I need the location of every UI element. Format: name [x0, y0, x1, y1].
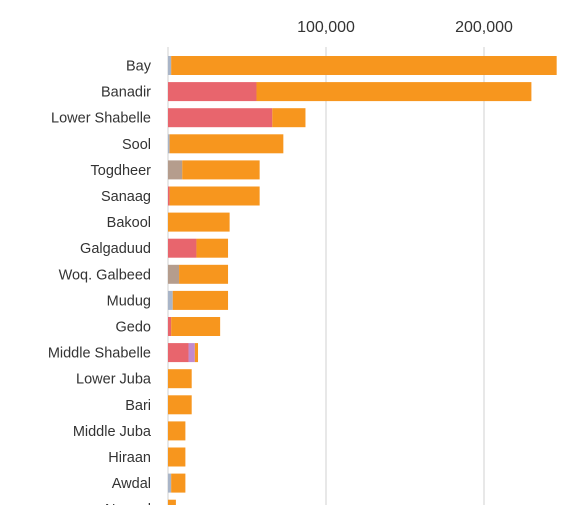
category-label: Middle Juba: [73, 424, 152, 440]
bar-segment: [168, 290, 173, 310]
bar-segment: [168, 421, 186, 441]
bar-segment: [168, 56, 172, 75]
category-label: Lower Shabelle: [51, 111, 151, 127]
category-label: Banadir: [101, 85, 151, 101]
category-label: Mudug: [107, 293, 151, 309]
bar-segment: [188, 343, 195, 363]
bar-segment: [168, 473, 172, 493]
bar-segment: [169, 134, 284, 154]
bar-segment: [168, 447, 186, 467]
x-tick-label: 200,000: [455, 19, 513, 36]
x-tick-label: 100,000: [297, 19, 355, 36]
bar-segment: [272, 108, 306, 128]
category-label: Awdal: [112, 476, 151, 492]
category-label: Woq. Galbeed: [59, 267, 151, 283]
bar-segment: [172, 290, 229, 310]
category-label: Sool: [122, 137, 151, 153]
bar-segment: [171, 56, 557, 75]
bar-segment: [168, 499, 176, 505]
bar-segment: [179, 264, 229, 284]
bar-segment: [168, 160, 183, 180]
bar-segment: [168, 108, 273, 128]
bar-segment: [168, 317, 172, 336]
category-label: Lower Juba: [76, 372, 152, 388]
bar-segment: [256, 82, 532, 102]
bar-segment: [168, 134, 170, 154]
category-label: Togdheer: [91, 163, 152, 179]
bar-segment: [168, 82, 257, 102]
category-label: Bay: [126, 59, 152, 75]
bar-segment: [196, 238, 229, 258]
category-label: Nugaal: [105, 502, 151, 505]
category-label: Sanaag: [101, 189, 151, 205]
bar-segment: [168, 395, 192, 415]
bar-segment: [168, 186, 170, 206]
bar-segment: [168, 238, 197, 258]
bars: [168, 56, 557, 505]
bar-segment: [171, 473, 186, 493]
bar-segment: [168, 264, 180, 284]
category-label: Middle Shabelle: [48, 346, 151, 362]
bar-segment: [182, 160, 260, 180]
bar-segment: [194, 343, 199, 363]
x-axis-ticks: 100,000 200,000: [297, 19, 513, 36]
category-label: Galgaduud: [80, 241, 151, 257]
bar-segment: [168, 369, 192, 389]
bar-segment: [171, 317, 221, 336]
category-label: Hiraan: [108, 450, 151, 466]
category-label: Gedo: [116, 320, 151, 336]
category-labels: Bay Banadir Lower Shabelle Sool Togdheer Sana…: [48, 59, 152, 505]
bar-segment: [168, 343, 189, 363]
category-label: Bari: [125, 398, 151, 414]
category-label: Bakool: [107, 215, 151, 231]
bar-segment: [168, 212, 230, 232]
bar-segment: [169, 186, 260, 206]
